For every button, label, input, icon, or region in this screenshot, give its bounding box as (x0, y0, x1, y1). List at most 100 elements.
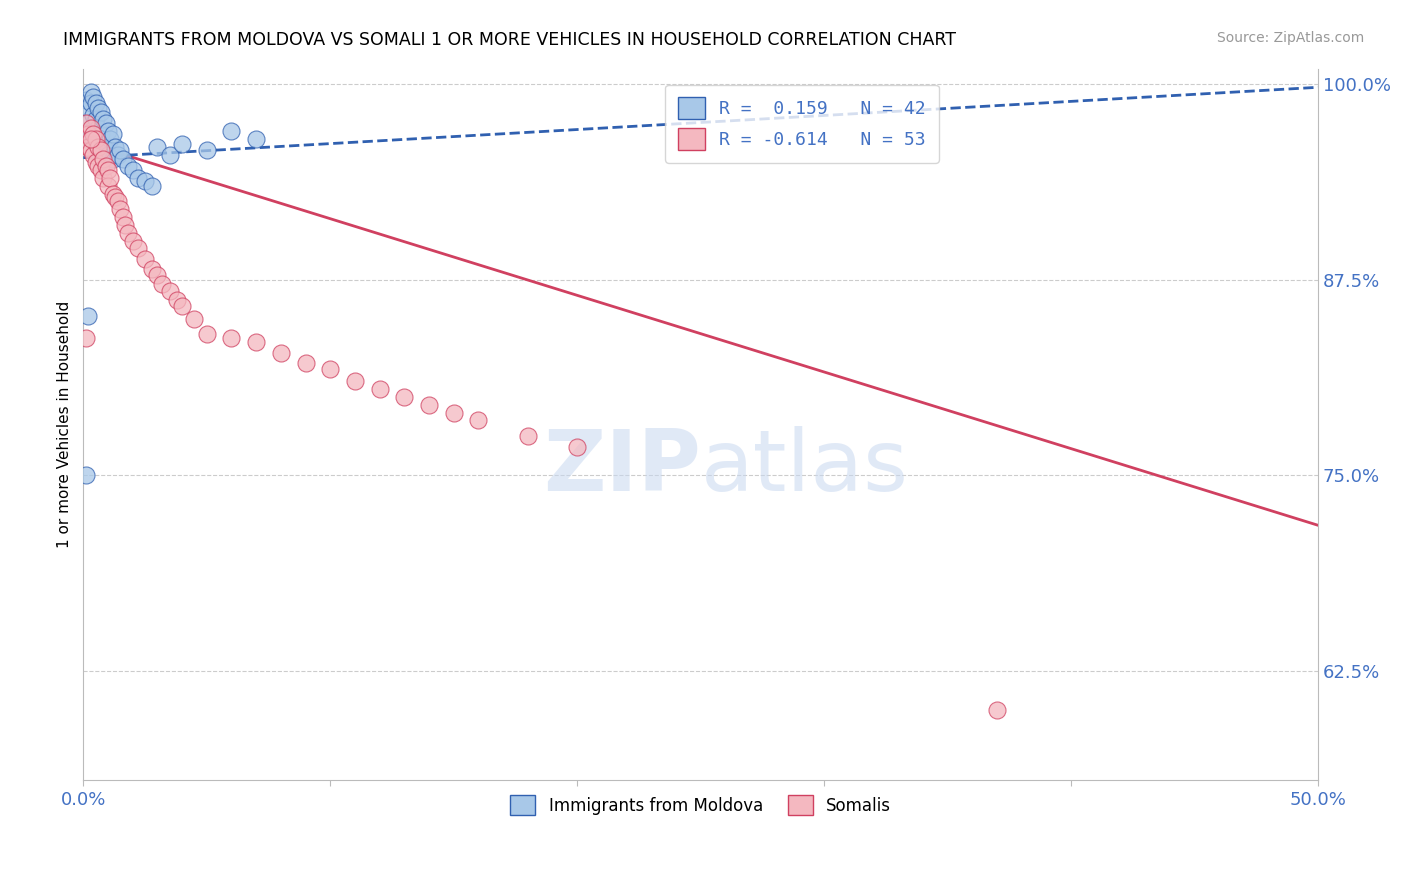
Point (270, 346, 292, 360)
Point (394, 390, 416, 404)
Point (443, 406, 465, 420)
Point (107, 147, 129, 161)
Point (97, 147, 120, 161)
Point (90, 143, 112, 157)
Point (221, 124, 243, 138)
Point (141, 178, 163, 193)
Point (114, 218, 136, 232)
Point (141, 261, 163, 276)
Text: IMMIGRANTS FROM MOLDOVA VS SOMALI 1 OR MORE VEHICLES IN HOUSEHOLD CORRELATION CH: IMMIGRANTS FROM MOLDOVA VS SOMALI 1 OR M… (63, 31, 956, 49)
Point (87, 159, 110, 173)
Point (75, 93, 97, 107)
Point (986, 703, 1008, 717)
Point (146, 140, 169, 154)
Text: atlas: atlas (700, 425, 908, 508)
Point (90, 127, 112, 141)
Point (94, 159, 117, 173)
Point (195, 143, 218, 157)
Point (159, 284, 181, 298)
Point (91, 140, 114, 154)
Point (245, 335, 267, 350)
Point (87, 101, 110, 115)
Point (146, 268, 169, 282)
Point (90, 163, 112, 178)
Point (82, 147, 104, 161)
Point (94, 143, 117, 157)
Point (75, 468, 97, 483)
Point (368, 382, 391, 396)
Point (80, 120, 103, 135)
Point (117, 159, 139, 173)
Point (100, 132, 122, 146)
Point (127, 241, 149, 255)
Point (75, 116, 97, 130)
Point (91, 171, 114, 186)
Point (91, 153, 114, 167)
Point (104, 190, 127, 204)
Point (111, 210, 134, 224)
Point (121, 234, 143, 248)
Point (183, 311, 205, 326)
Point (77, 127, 100, 141)
Point (77, 116, 100, 130)
Point (100, 171, 122, 186)
Point (80, 132, 103, 146)
Point (77, 140, 100, 154)
Point (101, 127, 124, 141)
Point (172, 299, 194, 313)
Point (84, 95, 107, 110)
Point (245, 132, 267, 146)
Point (80, 124, 103, 138)
Point (84, 112, 107, 126)
Point (97, 124, 120, 138)
Point (294, 356, 316, 370)
Point (101, 186, 124, 201)
Point (82, 89, 104, 103)
Point (75, 330, 97, 344)
Point (121, 163, 143, 178)
Point (117, 226, 139, 240)
Point (94, 116, 117, 130)
Point (97, 163, 120, 178)
Point (107, 194, 129, 209)
Point (80, 95, 103, 110)
Legend: Immigrants from Moldova, Somalis: Immigrants from Moldova, Somalis (501, 785, 901, 825)
Point (166, 293, 188, 307)
Point (221, 330, 243, 344)
Point (150, 277, 173, 292)
Point (111, 153, 134, 167)
Point (84, 136, 107, 151)
Point (127, 171, 149, 186)
Point (343, 375, 366, 389)
Point (467, 413, 489, 427)
Point (134, 174, 156, 188)
Text: Source: ZipAtlas.com: Source: ZipAtlas.com (1216, 31, 1364, 45)
Point (418, 398, 440, 412)
Point (84, 155, 107, 169)
Point (91, 112, 114, 126)
Point (110, 143, 132, 157)
Point (77, 309, 100, 323)
Point (82, 132, 104, 146)
Point (567, 440, 589, 454)
Point (84, 132, 107, 146)
Point (87, 140, 110, 154)
Point (82, 108, 104, 122)
Point (87, 120, 110, 135)
Point (101, 153, 124, 167)
Point (97, 178, 120, 193)
Point (195, 327, 218, 342)
Point (104, 140, 127, 154)
Point (90, 105, 112, 120)
Point (80, 85, 103, 99)
Point (159, 147, 181, 161)
Point (172, 136, 194, 151)
Y-axis label: 1 or more Vehicles in Household: 1 or more Vehicles in Household (58, 301, 72, 548)
Point (82, 127, 104, 141)
Point (516, 429, 538, 443)
Point (77, 101, 100, 115)
Point (80, 143, 103, 157)
Text: ZIP: ZIP (543, 425, 700, 508)
Point (319, 362, 342, 376)
Point (110, 202, 132, 217)
